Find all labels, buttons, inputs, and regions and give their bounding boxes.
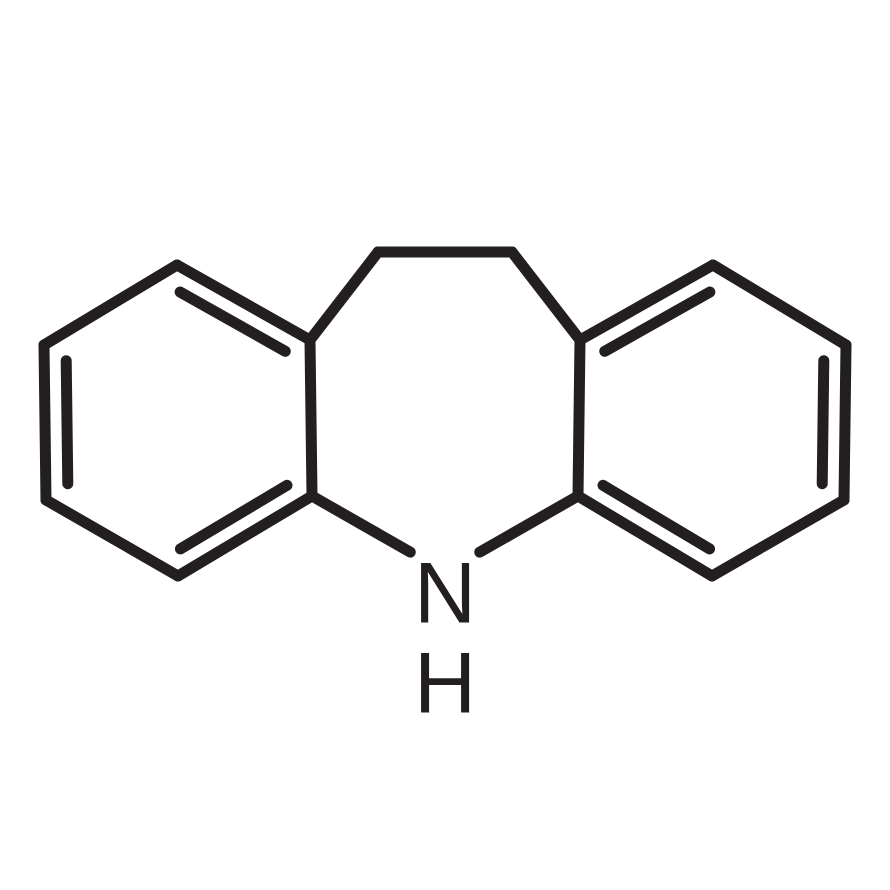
atom-label: N [414,546,476,642]
bond-line [713,265,846,345]
bond-line [512,252,580,340]
bond-line [844,345,846,500]
bond-line [310,252,378,340]
bond-line [44,265,177,345]
bond-line [44,345,46,500]
bond-line [712,500,844,576]
bond-line [46,500,178,576]
molecule-diagram: NH [0,0,890,890]
bond-line [822,361,824,484]
atom-label: H [414,636,476,732]
bond-line [312,496,410,552]
bond-line [578,340,580,496]
bond-line [66,361,68,484]
bond-line [480,496,578,552]
bond-line [310,340,312,496]
